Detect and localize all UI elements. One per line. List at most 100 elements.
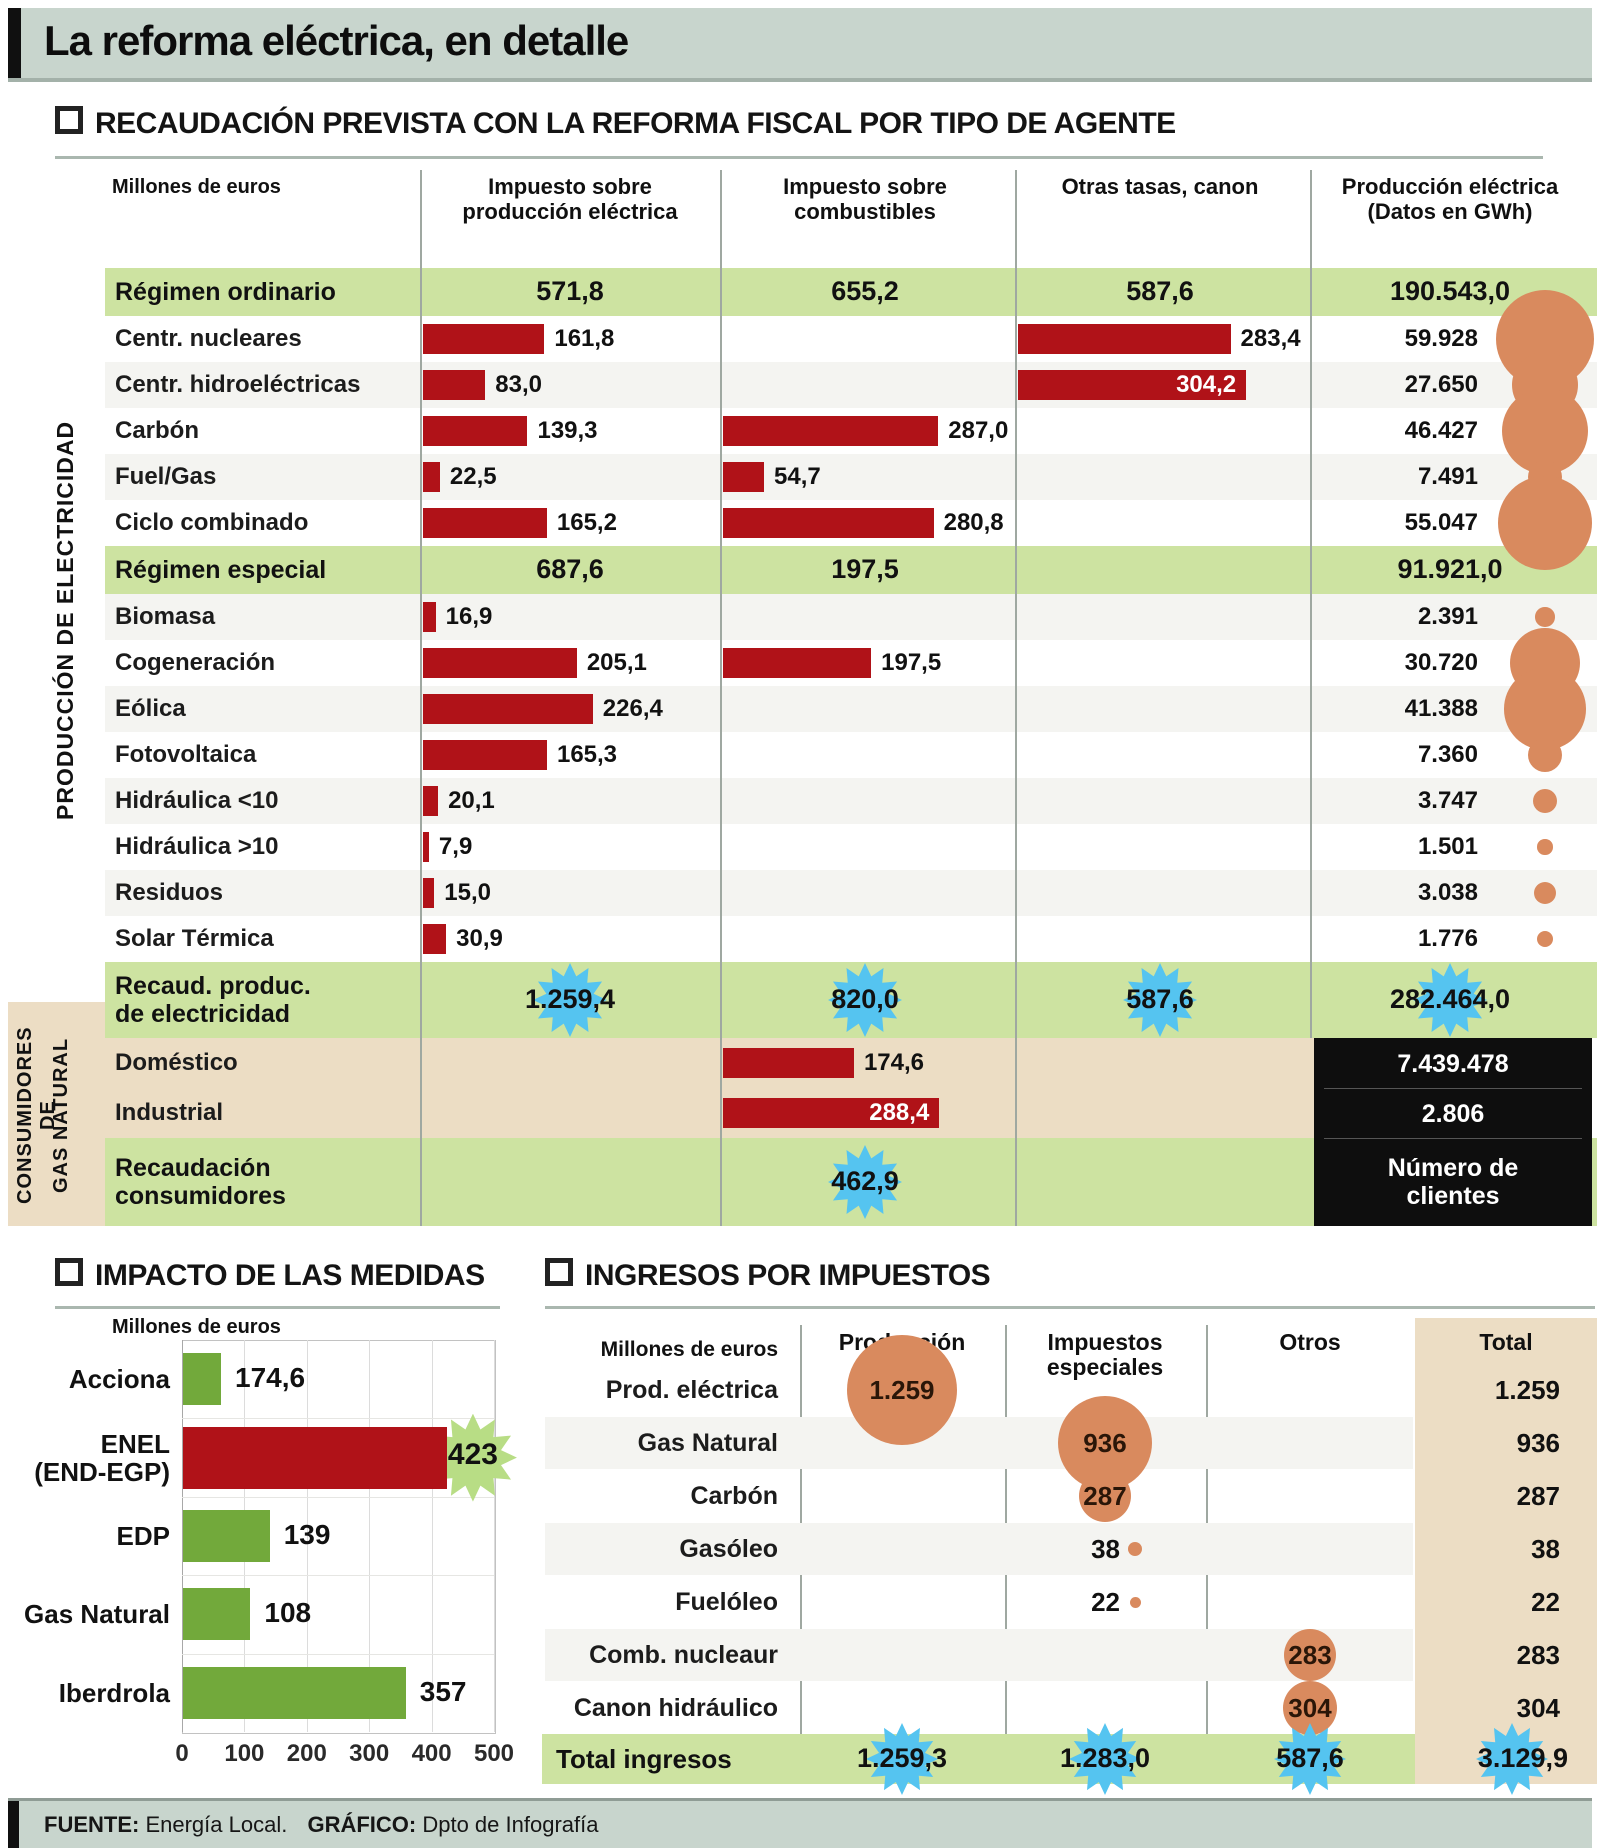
- total-value: 1.259,4: [524, 984, 616, 1014]
- gwh-bubble: [1535, 607, 1555, 627]
- section-title-text: INGRESOS POR IMPUESTOS: [585, 1259, 991, 1292]
- ingresos-header-otros: Otros: [1279, 1329, 1341, 1355]
- total-column-value: 936: [1516, 1428, 1560, 1458]
- units-label-main: Millones de euros: [112, 176, 281, 198]
- footer-accent-bar: [8, 1801, 19, 1848]
- row-label: Industrial: [115, 1099, 224, 1126]
- row-label: Recaudación consumidores: [115, 1154, 286, 1210]
- bar: [423, 832, 429, 862]
- total-column-value: 283: [1516, 1640, 1560, 1670]
- bar: [723, 648, 872, 678]
- total-value: 655,2: [831, 276, 899, 306]
- bubble-value: 936: [1083, 1428, 1127, 1458]
- section-row-background: [105, 268, 1597, 316]
- row-stripe: [105, 454, 1597, 500]
- value-dot: [1129, 1596, 1141, 1608]
- x-tick-label: 400: [411, 1740, 452, 1767]
- total-row-label: Total ingresos: [556, 1744, 732, 1774]
- ingresos-header-total: Total: [1479, 1329, 1533, 1355]
- bar: [423, 740, 547, 770]
- bar: [1018, 370, 1247, 400]
- bar: [723, 508, 934, 538]
- clients-box: 7.439.478 2.806 Número de clientes: [1314, 1038, 1592, 1226]
- column-header-gwh: Producción eléctrica (Datos en GWh): [1341, 174, 1559, 224]
- grid-line: [182, 1340, 183, 1732]
- total-value: 571,8: [536, 276, 604, 306]
- bar: [423, 508, 547, 538]
- value-bubble: [1283, 1628, 1337, 1682]
- bar-category-label: Iberdrola: [58, 1677, 170, 1708]
- row-stripe: [545, 1629, 1413, 1681]
- total-row-background: [542, 1734, 1415, 1784]
- total-column-value: 304: [1516, 1693, 1560, 1723]
- gwh-value: 3.038: [1417, 879, 1478, 906]
- bar-value-label: 108: [264, 1597, 312, 1629]
- bar-value-label: 304,2: [1176, 371, 1237, 398]
- grid-line: [306, 1340, 308, 1732]
- grid-line: [494, 1340, 495, 1732]
- grand-total-value: 3.129,9: [1477, 1743, 1568, 1773]
- total-value: 462,9: [831, 1166, 899, 1196]
- row-stripe: [105, 870, 1597, 916]
- row-label: Doméstico: [115, 1049, 238, 1076]
- gwh-value: 27.650: [1404, 371, 1478, 398]
- gwh-value: 1.501: [1417, 833, 1478, 860]
- table-separator: [420, 170, 422, 1226]
- bar: [423, 602, 436, 632]
- section-title-impacto: IMPACTO DE LAS MEDIDAS: [55, 1258, 485, 1293]
- clients-divider: [1324, 1088, 1582, 1089]
- total-column-value: 1.259: [1494, 1375, 1560, 1405]
- bar-value-label: 357: [419, 1675, 467, 1707]
- gwh-value: 7.360: [1417, 741, 1478, 768]
- bar: [723, 1098, 940, 1128]
- gwh-bubble: [1532, 788, 1558, 814]
- bar: [183, 1588, 251, 1641]
- row-stripe: [545, 1523, 1413, 1575]
- row-label: Gasóleo: [679, 1535, 778, 1563]
- row-label: Fotovoltaica: [115, 741, 257, 768]
- row-label: Gas Natural: [637, 1429, 778, 1457]
- gwh-bubble: [1537, 839, 1553, 855]
- gwh-value: 2.391: [1417, 603, 1478, 630]
- bar-value-label: 197,5: [881, 649, 942, 676]
- grid-line: [431, 1340, 433, 1732]
- section-rule: [55, 156, 1543, 159]
- row-label: Carbón: [115, 417, 199, 444]
- page-title-bar: La reforma eléctrica, en detalle: [8, 8, 1592, 82]
- title-accent-bar: [8, 8, 21, 78]
- x-tick-label: 200: [286, 1740, 327, 1767]
- column-header-otras-tasas: Otras tasas, canon: [1061, 174, 1259, 199]
- bubble-value: 283: [1288, 1640, 1332, 1670]
- footer-text: FUENTE: Energía Local. GRÁFICO: Dpto de …: [44, 1801, 598, 1848]
- bar-value-label: 83,0: [495, 371, 542, 398]
- x-tick-label: 100: [224, 1740, 265, 1767]
- bar-category-label: Acciona: [68, 1364, 170, 1395]
- row-label: Centr. nucleares: [115, 325, 302, 352]
- gwh-value: 3.747: [1417, 787, 1478, 814]
- section-title-recaudacion: RECAUDACIÓN PREVISTA CON LA REFORMA FISC…: [55, 106, 1176, 141]
- value-bubble: [847, 1335, 957, 1445]
- gwh-value: 55.047: [1404, 509, 1478, 536]
- bar-value-label: 283,4: [1240, 325, 1301, 352]
- bar: [423, 462, 440, 492]
- gwh-value: 30.720: [1404, 649, 1478, 676]
- bar: [723, 416, 939, 446]
- total-value: 190.543,0: [1389, 276, 1511, 306]
- row-label: Hidráulica <10: [115, 787, 279, 814]
- total-row-value: 1.283,0: [1059, 1743, 1151, 1773]
- gwh-value: 46.427: [1404, 417, 1478, 444]
- bar: [183, 1510, 270, 1562]
- bar: [423, 878, 435, 908]
- bar: [423, 786, 439, 816]
- value-dot: [1128, 1542, 1142, 1556]
- section-title-text: IMPACTO DE LAS MEDIDAS: [95, 1259, 485, 1292]
- gwh-bubble: [1504, 668, 1586, 750]
- footer-graphic-label: GRÁFICO:: [307, 1812, 417, 1837]
- bar-value-label: 15,0: [444, 879, 491, 906]
- table-separator: [720, 170, 722, 1226]
- bar-value-label: 54,7: [774, 463, 821, 490]
- bar-value-label: 22,5: [449, 463, 497, 490]
- units-label-impacto: Millones de euros: [112, 1316, 281, 1338]
- grid-line: [369, 1340, 371, 1732]
- bar-value-label: 7,9: [438, 833, 473, 860]
